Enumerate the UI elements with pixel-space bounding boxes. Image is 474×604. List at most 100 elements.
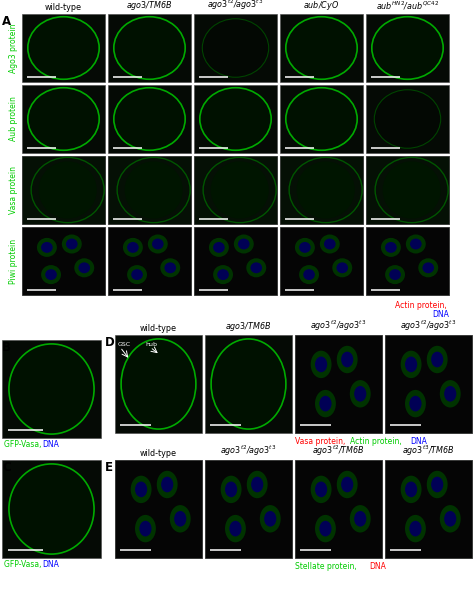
Bar xyxy=(22,227,105,295)
Ellipse shape xyxy=(135,515,156,542)
Ellipse shape xyxy=(410,396,421,411)
Ellipse shape xyxy=(405,390,426,417)
Ellipse shape xyxy=(37,93,90,145)
Ellipse shape xyxy=(341,352,353,367)
Ellipse shape xyxy=(123,93,176,145)
Text: wild-type: wild-type xyxy=(45,3,82,12)
Ellipse shape xyxy=(444,386,456,402)
Ellipse shape xyxy=(209,238,229,257)
Ellipse shape xyxy=(37,238,57,257)
Ellipse shape xyxy=(41,265,61,284)
Bar xyxy=(22,156,105,224)
Ellipse shape xyxy=(286,17,357,79)
Text: DNA: DNA xyxy=(432,310,449,319)
Ellipse shape xyxy=(148,234,168,254)
Bar xyxy=(295,460,382,558)
Ellipse shape xyxy=(37,22,90,74)
Bar xyxy=(22,85,105,153)
Bar xyxy=(366,14,449,82)
Ellipse shape xyxy=(354,511,366,527)
Ellipse shape xyxy=(410,521,421,536)
Ellipse shape xyxy=(264,511,276,527)
Ellipse shape xyxy=(354,386,366,402)
Ellipse shape xyxy=(372,17,443,79)
Ellipse shape xyxy=(401,476,421,503)
Ellipse shape xyxy=(210,161,269,219)
Bar xyxy=(115,335,202,433)
Text: E: E xyxy=(105,461,113,474)
Text: Actin protein,: Actin protein, xyxy=(395,301,449,310)
Text: GSC: GSC xyxy=(118,342,131,347)
Ellipse shape xyxy=(299,265,319,284)
Ellipse shape xyxy=(123,238,143,257)
Ellipse shape xyxy=(210,24,260,72)
Ellipse shape xyxy=(418,259,438,277)
Ellipse shape xyxy=(440,380,461,408)
Ellipse shape xyxy=(389,269,401,280)
Text: wild-type: wild-type xyxy=(140,324,177,333)
Ellipse shape xyxy=(217,269,229,280)
Text: $\it{ago3}^{t2}$/$\it{ago3}^{t3}$: $\it{ago3}^{t2}$/$\it{ago3}^{t3}$ xyxy=(401,318,456,333)
Bar xyxy=(22,156,105,224)
Bar xyxy=(366,156,449,224)
Ellipse shape xyxy=(405,481,417,497)
Bar xyxy=(115,460,202,558)
Ellipse shape xyxy=(221,347,276,421)
Bar xyxy=(366,227,449,295)
Bar xyxy=(366,85,449,153)
Ellipse shape xyxy=(164,262,176,273)
Ellipse shape xyxy=(427,345,447,373)
Ellipse shape xyxy=(422,262,434,273)
Ellipse shape xyxy=(66,239,78,249)
Bar xyxy=(295,335,382,433)
Ellipse shape xyxy=(221,476,242,503)
Ellipse shape xyxy=(161,477,173,492)
Bar xyxy=(2,460,101,558)
Text: $\it{ago3}^{t2}$/$\it{ago3}^{t3}$: $\it{ago3}^{t2}$/$\it{ago3}^{t3}$ xyxy=(208,0,264,12)
Text: Stellate protein,: Stellate protein, xyxy=(295,562,359,571)
Ellipse shape xyxy=(381,22,434,74)
Bar xyxy=(280,156,363,224)
Bar xyxy=(366,227,449,295)
Ellipse shape xyxy=(385,242,397,253)
Ellipse shape xyxy=(381,238,401,257)
Bar xyxy=(194,156,277,224)
Text: B: B xyxy=(2,341,11,354)
Bar xyxy=(108,227,191,295)
Ellipse shape xyxy=(238,239,250,249)
Ellipse shape xyxy=(315,356,327,372)
Bar xyxy=(385,460,472,558)
Bar xyxy=(205,460,292,558)
Ellipse shape xyxy=(123,22,176,74)
Ellipse shape xyxy=(20,352,83,426)
Ellipse shape xyxy=(114,88,185,150)
Text: $\it{aub}$/CyO: $\it{aub}$/CyO xyxy=(303,0,339,12)
Bar xyxy=(22,227,105,295)
Ellipse shape xyxy=(260,505,281,533)
Bar xyxy=(280,14,363,82)
Text: Aub protein: Aub protein xyxy=(9,97,18,141)
Bar xyxy=(280,227,363,295)
Ellipse shape xyxy=(444,511,456,527)
Text: $\it{ago3}^{t2}$/$\it{ago3}^{t3}$: $\it{ago3}^{t2}$/$\it{ago3}^{t3}$ xyxy=(220,443,277,458)
Text: hub: hub xyxy=(145,342,157,347)
Ellipse shape xyxy=(303,269,315,280)
Text: $\it{aub}^{HN2}$/$\it{aub}^{QC42}$: $\it{aub}^{HN2}$/$\it{aub}^{QC42}$ xyxy=(376,0,439,12)
Bar xyxy=(295,460,382,558)
Ellipse shape xyxy=(209,93,262,145)
Ellipse shape xyxy=(310,351,331,378)
Ellipse shape xyxy=(202,19,269,77)
Ellipse shape xyxy=(405,515,426,542)
Ellipse shape xyxy=(131,269,143,280)
Ellipse shape xyxy=(251,477,263,492)
Text: $\it{ago3}^{t2}$/$\it{ago3}^{t3}$: $\it{ago3}^{t2}$/$\it{ago3}^{t3}$ xyxy=(310,318,366,333)
Ellipse shape xyxy=(286,88,357,150)
Ellipse shape xyxy=(315,515,336,542)
Ellipse shape xyxy=(234,234,254,254)
Bar xyxy=(108,85,191,153)
Text: DNA: DNA xyxy=(42,560,59,569)
Ellipse shape xyxy=(337,345,358,373)
Bar xyxy=(295,335,382,433)
Ellipse shape xyxy=(337,471,358,498)
Ellipse shape xyxy=(315,390,336,417)
